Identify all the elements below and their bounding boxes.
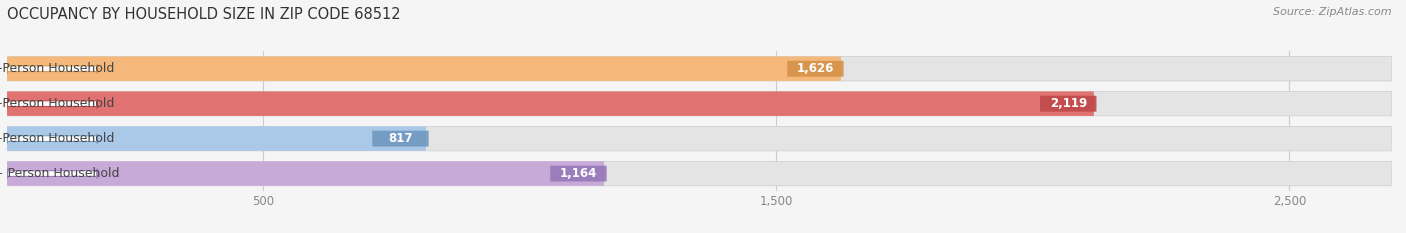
Text: 1,164: 1,164 [560, 167, 598, 180]
FancyBboxPatch shape [787, 61, 844, 77]
FancyBboxPatch shape [7, 57, 1392, 81]
FancyBboxPatch shape [7, 57, 841, 81]
FancyBboxPatch shape [373, 131, 429, 147]
FancyBboxPatch shape [550, 166, 606, 182]
FancyBboxPatch shape [7, 99, 97, 109]
Text: OCCUPANCY BY HOUSEHOLD SIZE IN ZIP CODE 68512: OCCUPANCY BY HOUSEHOLD SIZE IN ZIP CODE … [7, 7, 401, 22]
FancyBboxPatch shape [7, 126, 1392, 151]
FancyBboxPatch shape [1040, 96, 1097, 112]
Text: 2-Person Household: 2-Person Household [0, 97, 114, 110]
Text: 2,119: 2,119 [1050, 97, 1087, 110]
Text: 1,626: 1,626 [797, 62, 834, 75]
FancyBboxPatch shape [7, 92, 1094, 116]
Text: 3-Person Household: 3-Person Household [0, 132, 114, 145]
FancyBboxPatch shape [7, 134, 97, 144]
FancyBboxPatch shape [7, 169, 97, 178]
Text: 817: 817 [388, 132, 413, 145]
Text: 1-Person Household: 1-Person Household [0, 62, 114, 75]
Text: Source: ZipAtlas.com: Source: ZipAtlas.com [1274, 7, 1392, 17]
FancyBboxPatch shape [7, 64, 97, 74]
FancyBboxPatch shape [7, 161, 605, 186]
Text: 4+ Person Household: 4+ Person Household [0, 167, 120, 180]
FancyBboxPatch shape [7, 161, 1392, 186]
FancyBboxPatch shape [7, 126, 426, 151]
FancyBboxPatch shape [7, 92, 1392, 116]
